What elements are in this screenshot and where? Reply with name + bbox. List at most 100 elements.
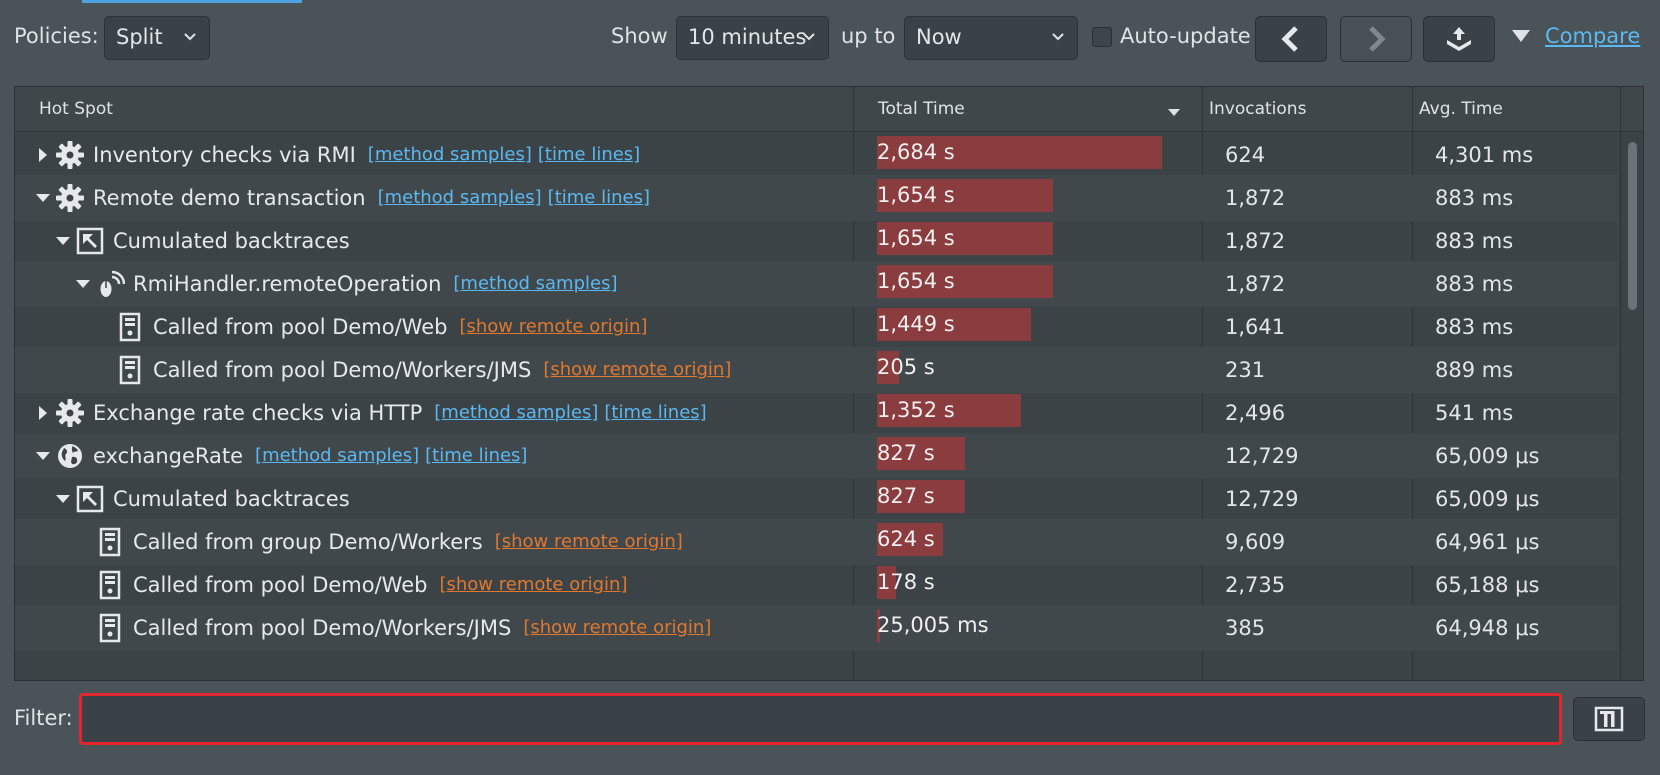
table-row[interactable]: Called from pool Demo/Workers/JMS [show r… [15, 347, 1618, 393]
invocations-value: 2,735 [1225, 572, 1286, 597]
invocations-value: 1,641 [1225, 314, 1286, 339]
total-time-value: 205 s [877, 355, 935, 379]
invocations-value: 1,872 [1225, 185, 1286, 210]
filter-input[interactable] [79, 693, 1562, 745]
avg-time-value: 64,961 μs [1435, 529, 1540, 554]
column-header-invocations[interactable]: Invocations [1209, 99, 1307, 119]
upto-dropdown[interactable]: Now [904, 16, 1078, 60]
globe-icon [55, 433, 85, 479]
compare-toggle-icon[interactable] [1512, 30, 1530, 42]
total-time-value: 1,352 s [877, 398, 955, 422]
auto-update-checkbox[interactable] [1092, 27, 1112, 47]
server-icon [115, 304, 145, 350]
hot-spot-name: Called from pool Demo/Web [133, 572, 428, 597]
hot-spot-name: Cumulated backtraces [113, 228, 350, 253]
table-row[interactable]: Called from group Demo/Workers [show remo… [15, 519, 1618, 565]
table-row[interactable]: Called from pool Demo/Workers/JMS [show r… [15, 605, 1618, 651]
export-button[interactable] [1423, 16, 1495, 62]
gear-icon [55, 175, 85, 221]
table-row[interactable]: Cumulated backtraces 1,654 s 1,872 883 ms [15, 218, 1618, 264]
chevron-left-icon [1281, 26, 1298, 52]
avg-time-value: 541 ms [1435, 400, 1514, 425]
avg-time-value: 883 ms [1435, 271, 1514, 296]
hot-spot-cell: Inventory checks via RMI [method samples]… [93, 132, 640, 178]
expand-toggle-icon[interactable] [35, 390, 51, 436]
compare-link[interactable]: Compare [1545, 24, 1641, 48]
show-remote-origin-link[interactable]: [show remote origin] [543, 359, 732, 381]
scrollbar-thumb[interactable] [1628, 142, 1637, 310]
hot-spot-cell: Exchange rate checks via HTTP [method sam… [93, 390, 707, 436]
avg-time-value: 883 ms [1435, 185, 1514, 210]
table-row[interactable]: Cumulated backtraces 827 s 12,729 65,009 μs [15, 476, 1618, 522]
avg-time-value: 4,301 ms [1435, 142, 1534, 167]
auto-update-label: Auto-update [1120, 24, 1251, 48]
expand-toggle-icon[interactable] [35, 132, 51, 178]
previous-button[interactable] [1255, 16, 1327, 62]
time-lines-link[interactable]: [time lines] [604, 402, 707, 424]
table-row[interactable]: exchangeRate [method samples] [time lines]… [15, 433, 1618, 479]
backtrace-icon [75, 218, 105, 264]
show-remote-origin-link[interactable]: [show remote origin] [459, 316, 648, 338]
hot-spot-name: Called from group Demo/Workers [133, 529, 483, 554]
time-lines-link[interactable]: [time lines] [547, 187, 650, 209]
total-time-value: 624 s [877, 527, 935, 551]
collapse-toggle-icon[interactable] [55, 476, 71, 522]
hot-spot-name: Called from pool Demo/Web [153, 314, 448, 339]
collapse-toggle-icon[interactable] [35, 175, 51, 221]
table-row[interactable]: Inventory checks via RMI [method samples]… [15, 132, 1618, 178]
total-time-bar [877, 222, 1053, 255]
column-header-total-time[interactable]: Total Time [878, 99, 965, 119]
toolbar: Policies: Split Show 10 minutes up to No… [0, 14, 1660, 64]
chevron-down-icon [803, 33, 815, 41]
total-time-bar [877, 308, 1031, 341]
collapse-toggle-icon[interactable] [55, 218, 71, 264]
server-icon [95, 605, 125, 651]
time-lines-link[interactable]: [time lines] [537, 144, 641, 166]
total-time-value: 178 s [877, 570, 935, 594]
method-samples-link[interactable]: [method samples] [434, 402, 599, 424]
total-time-value: 827 s [877, 484, 935, 508]
table-row[interactable]: Called from pool Demo/Web [show remote or… [15, 304, 1618, 350]
total-time-bar [877, 609, 880, 642]
column-header-avg-time[interactable]: Avg. Time [1419, 99, 1503, 119]
next-button[interactable] [1340, 16, 1412, 62]
time-lines-link[interactable]: [time lines] [425, 445, 528, 467]
chevron-down-icon [184, 33, 196, 41]
method-samples-link[interactable]: [method samples] [453, 273, 618, 295]
method-samples-link[interactable]: [method samples] [367, 144, 532, 166]
hot-spot-cell: Called from pool Demo/Web [show remote or… [153, 304, 647, 350]
invocations-value: 385 [1225, 615, 1266, 640]
time-range-dropdown[interactable]: 10 minutes [676, 16, 829, 60]
filter-options-button[interactable] [1573, 697, 1645, 741]
hot-spot-cell: Cumulated backtraces [113, 218, 350, 264]
total-time-value: 1,654 s [877, 269, 955, 293]
method-samples-link[interactable]: [method samples] [255, 445, 420, 467]
table-row[interactable]: Exchange rate checks via HTTP [method sam… [15, 390, 1618, 436]
show-remote-origin-link[interactable]: [show remote origin] [523, 617, 712, 639]
column-divider [1620, 87, 1621, 680]
chevron-down-icon [1052, 33, 1064, 41]
method-samples-link[interactable]: [method samples] [377, 187, 542, 209]
total-time-bar [877, 351, 899, 384]
total-time-value: 2,684 s [877, 140, 955, 164]
total-time-bar [877, 265, 1053, 298]
total-time-value: 1,449 s [877, 312, 955, 336]
table-row[interactable]: RmiHandler.remoteOperation [method sample… [15, 261, 1618, 307]
avg-time-value: 64,948 μs [1435, 615, 1540, 640]
policies-dropdown[interactable]: Split [104, 16, 210, 60]
show-remote-origin-link[interactable]: [show remote origin] [494, 531, 683, 553]
table-row[interactable]: Called from pool Demo/Web [show remote or… [15, 562, 1618, 608]
collapse-toggle-icon[interactable] [75, 261, 91, 307]
column-header-hot-spot[interactable]: Hot Spot [39, 99, 113, 119]
hot-spot-cell: Called from pool Demo/Workers/JMS [show r… [133, 605, 711, 651]
vertical-scrollbar[interactable] [1618, 132, 1643, 680]
table-row[interactable]: Remote demo transaction [method samples][… [15, 175, 1618, 221]
collapse-toggle-icon[interactable] [35, 433, 51, 479]
show-remote-origin-link[interactable]: [show remote origin] [439, 574, 628, 596]
hot-spot-name: Called from pool Demo/Workers/JMS [133, 615, 512, 640]
server-icon [95, 519, 125, 565]
hot-spot-cell: Called from pool Demo/Workers/JMS [show r… [153, 347, 731, 393]
hot-spot-cell: Called from group Demo/Workers [show remo… [133, 519, 683, 565]
hot-spot-cell: exchangeRate [method samples] [time lines] [93, 433, 527, 479]
gear-icon [55, 132, 85, 178]
